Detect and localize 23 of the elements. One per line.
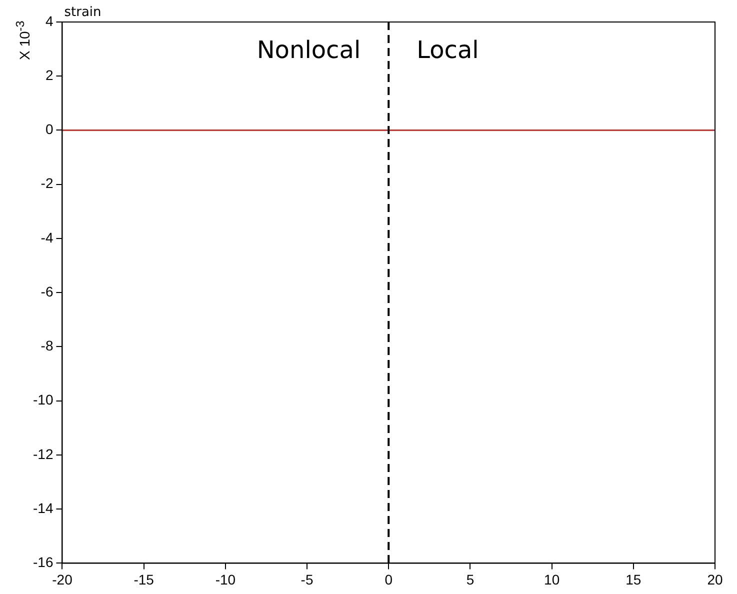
y-tick-label: -10 bbox=[33, 392, 54, 408]
y-tick-label: 0 bbox=[45, 121, 54, 138]
annotation: Nonlocal bbox=[256, 36, 361, 64]
x-tick-label: -5 bbox=[300, 571, 314, 588]
y-tick-label: 2 bbox=[45, 66, 54, 83]
y-tick-label: -8 bbox=[40, 338, 54, 354]
chart-title: strain bbox=[64, 4, 102, 20]
x-tick-label: -15 bbox=[134, 571, 154, 588]
y-tick-label: -14 bbox=[33, 500, 54, 516]
y-tick-label: 4 bbox=[45, 12, 54, 29]
y-tick-label: -2 bbox=[40, 175, 54, 192]
x-tick-label: 20 bbox=[707, 571, 723, 588]
y-tick-label: -4 bbox=[40, 229, 54, 246]
x-tick-label: 0 bbox=[384, 571, 393, 588]
x-tick-label: 15 bbox=[626, 571, 642, 588]
x-tick-label: 5 bbox=[466, 571, 474, 588]
x-tick-label: -20 bbox=[52, 571, 73, 588]
y-tick-label: -16 bbox=[33, 554, 54, 570]
annotation: Local bbox=[416, 36, 479, 64]
x-tick-label: 10 bbox=[544, 571, 560, 588]
y-tick-label: -6 bbox=[40, 283, 54, 300]
x-tick-label: -10 bbox=[215, 571, 236, 588]
y-tick-label: -12 bbox=[33, 446, 54, 462]
